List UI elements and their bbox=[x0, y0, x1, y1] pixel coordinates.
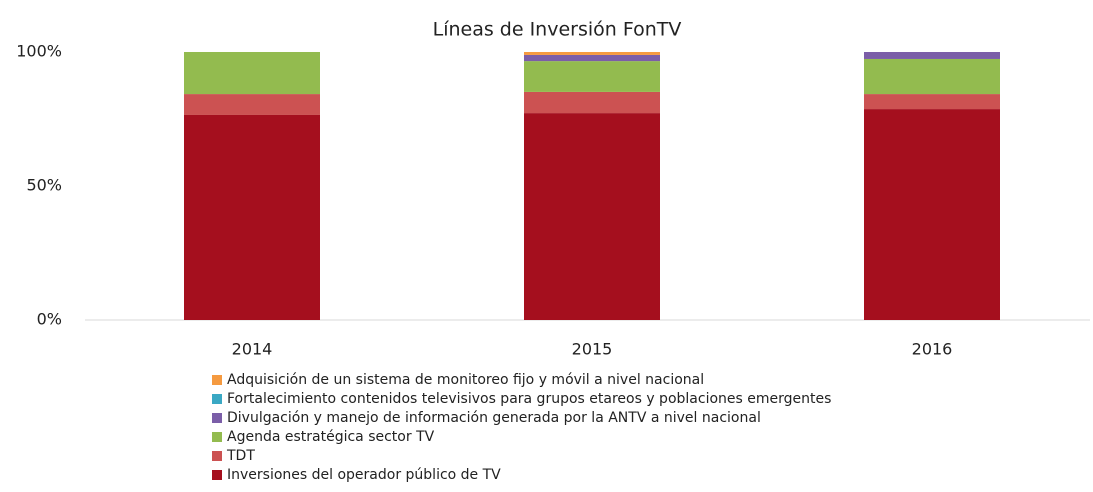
legend-swatch bbox=[212, 413, 222, 423]
legend-label: Inversiones del operador público de TV bbox=[227, 467, 501, 483]
legend-swatch bbox=[212, 470, 222, 480]
x-tick-label: 2016 bbox=[912, 340, 953, 359]
legend-swatch bbox=[212, 375, 222, 385]
bar-segment bbox=[864, 52, 1000, 59]
legend-label: Fortalecimiento contenidos televisivos p… bbox=[227, 391, 831, 407]
bar-segment bbox=[524, 54, 660, 62]
bar-segment bbox=[524, 52, 660, 55]
chart-title: Líneas de Inversión FonTV bbox=[433, 19, 682, 41]
bar-segment bbox=[864, 109, 1000, 320]
y-tick-label: 100% bbox=[16, 42, 62, 61]
legend-swatch bbox=[212, 394, 222, 404]
x-tick-label: 2014 bbox=[232, 340, 273, 359]
legend-swatch bbox=[212, 451, 222, 461]
bar-segment bbox=[864, 94, 1000, 110]
bar-segment bbox=[524, 91, 660, 114]
legend-label: TDT bbox=[226, 448, 255, 464]
legend-swatch bbox=[212, 432, 222, 442]
bar-segment bbox=[524, 61, 660, 92]
legend-label: Adquisición de un sistema de monitoreo f… bbox=[227, 372, 704, 388]
y-tick-label: 50% bbox=[26, 176, 62, 195]
legend-label: Agenda estratégica sector TV bbox=[227, 429, 435, 445]
y-tick-label: 0% bbox=[37, 310, 62, 329]
bar-segment bbox=[184, 52, 320, 95]
legend-label: Divulgación y manejo de información gene… bbox=[227, 410, 761, 426]
bar-segment bbox=[864, 58, 1000, 95]
bar-segment bbox=[184, 114, 320, 320]
x-tick-label: 2015 bbox=[572, 340, 613, 359]
bar-segment bbox=[184, 94, 320, 115]
bar-segment bbox=[524, 113, 660, 320]
